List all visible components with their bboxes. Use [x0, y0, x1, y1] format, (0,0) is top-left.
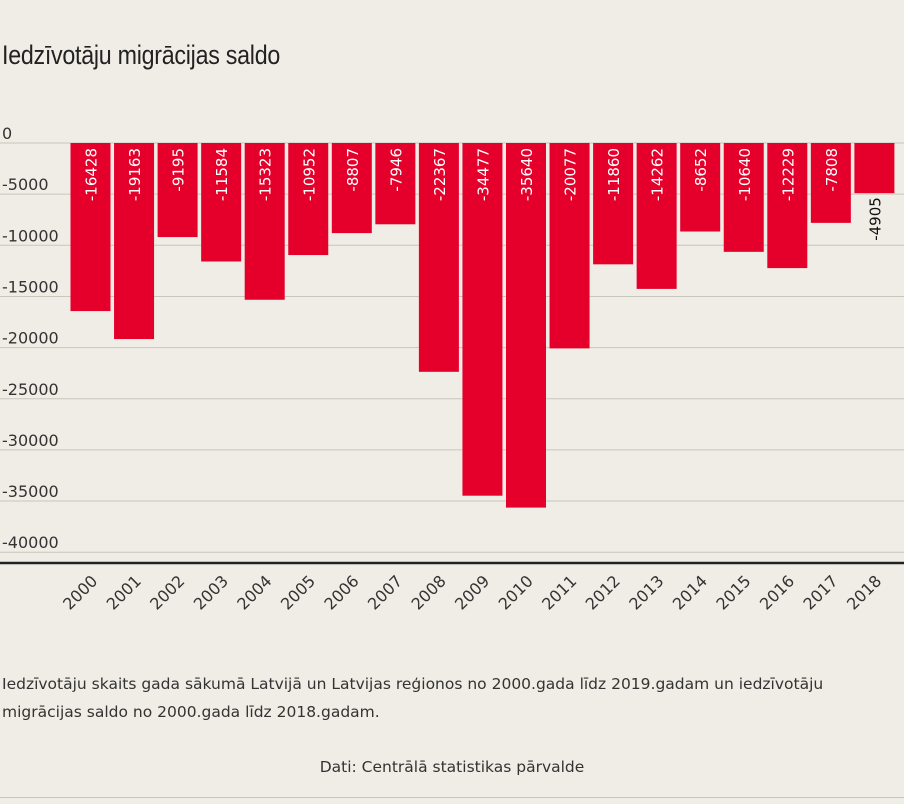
- data-label: -8652: [692, 148, 710, 192]
- y-tick-label: -30000: [2, 431, 59, 450]
- data-label: -15323: [257, 148, 275, 201]
- data-label: -8807: [344, 148, 362, 192]
- x-tick-label: 2002: [146, 571, 188, 613]
- bar: [157, 143, 198, 238]
- y-tick-label: -35000: [2, 482, 59, 501]
- bar-chart: 0 -5000 -10000 -15000 -20000 -25000 -30000 -350…: [0, 124, 904, 614]
- x-tick-label: 2010: [495, 571, 537, 613]
- bottom-divider: [0, 797, 904, 798]
- x-tick-label: 2012: [582, 571, 624, 613]
- bars: [70, 143, 895, 508]
- data-labels: -16428 -19163 -9195 -11584 -15323 -10952 -8807…: [83, 148, 885, 241]
- bar: [854, 143, 895, 194]
- bar: [549, 143, 590, 349]
- bar: [636, 143, 677, 289]
- data-label: -19163: [126, 148, 144, 201]
- x-tick-label: 2004: [233, 571, 275, 613]
- data-label: -22367: [431, 148, 449, 201]
- y-tick-label: -10000: [2, 226, 59, 245]
- data-label: -7808: [823, 148, 841, 192]
- bar: [375, 143, 416, 225]
- bar: [418, 143, 459, 372]
- bar: [810, 143, 851, 223]
- x-tick-label: 2017: [799, 571, 841, 613]
- bar: [244, 143, 285, 300]
- data-label: -12229: [779, 148, 797, 201]
- chart-caption: Iedzīvotāju skaits gada sākumā Latvijā u…: [2, 675, 824, 721]
- bar: [201, 143, 242, 262]
- bar: [462, 143, 503, 496]
- data-label: -35640: [518, 148, 536, 201]
- y-tick-label: -15000: [2, 277, 59, 296]
- data-label: -10640: [736, 148, 754, 201]
- data-label: -11860: [605, 148, 623, 201]
- x-tick-label: 2001: [103, 571, 145, 613]
- y-tick-label: -40000: [2, 533, 59, 552]
- bar: [114, 143, 155, 340]
- x-tick-label: 2015: [712, 571, 754, 613]
- y-tick-label: -25000: [2, 380, 59, 399]
- x-tick-label: 2014: [669, 571, 711, 613]
- bar: [593, 143, 634, 265]
- data-label: -16428: [83, 148, 101, 201]
- x-tick-label: 2018: [843, 571, 885, 613]
- data-label: -14262: [649, 148, 667, 201]
- bar: [70, 143, 111, 312]
- x-tick-label: 2000: [59, 571, 101, 613]
- data-label: -4905: [866, 197, 884, 241]
- x-tick-label: 2009: [451, 571, 493, 613]
- bar: [288, 143, 329, 256]
- x-tick-label: 2013: [625, 571, 667, 613]
- x-tick-label: 2003: [190, 571, 232, 613]
- data-label: -10952: [300, 148, 318, 201]
- bar: [331, 143, 372, 234]
- data-label: -7946: [387, 148, 405, 192]
- x-tick-labels: 2000 2001 2002 2003 2004 2005 2006 2007 2008 2009…: [59, 571, 885, 613]
- y-tick-labels: 0 -5000 -10000 -15000 -20000 -25000 -30000 -350…: [2, 124, 59, 552]
- bar: [506, 143, 546, 508]
- data-label: -34477: [474, 148, 492, 201]
- bar: [767, 143, 808, 269]
- bar: [723, 143, 764, 252]
- x-tick-label: 2006: [320, 571, 362, 613]
- data-label: -20077: [562, 148, 580, 201]
- x-tick-label: 2016: [756, 571, 798, 613]
- x-tick-label: 2011: [538, 571, 580, 613]
- y-tick-label: 0: [2, 124, 12, 143]
- data-source: Dati: Centrālā statistikas pārvalde: [319, 758, 585, 776]
- data-label: -11584: [213, 148, 231, 201]
- y-tick-label: -20000: [2, 329, 59, 348]
- x-tick-label: 2008: [408, 571, 450, 613]
- x-tick-label: 2005: [277, 571, 319, 613]
- x-tick-label: 2007: [364, 571, 406, 613]
- y-tick-label: -5000: [2, 175, 49, 194]
- chart-title: Iedzīvotāju migrācijas saldo: [2, 40, 281, 70]
- bar: [680, 143, 721, 232]
- data-label: -9195: [170, 148, 188, 192]
